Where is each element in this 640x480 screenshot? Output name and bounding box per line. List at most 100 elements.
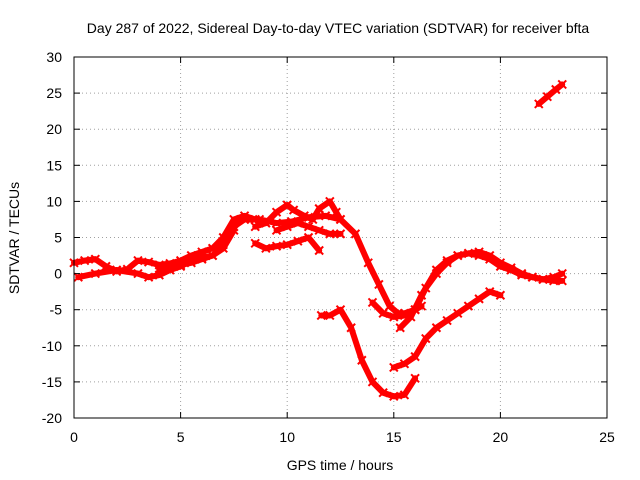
data-point: [557, 79, 567, 90]
data-point: [442, 315, 452, 326]
data-point: [154, 265, 164, 275]
data-point: [453, 308, 463, 319]
data-point: [495, 261, 506, 272]
data-point: [143, 257, 154, 267]
data-point: [325, 229, 335, 239]
data-point: [399, 390, 410, 400]
x-tick-label: 25: [599, 429, 615, 445]
data-point: [303, 212, 314, 222]
grid: [74, 57, 607, 418]
plot-frame: [73, 56, 608, 419]
data-point: [143, 272, 154, 282]
data-point: [406, 312, 416, 322]
data-point: [557, 276, 567, 286]
axis-ticks: 0 5 10 15 20 25 -20 -15 -10 -5 0 5 10 15 20 25 30: [42, 49, 615, 445]
y-tick-label: -15: [42, 374, 62, 390]
data-point: [293, 236, 303, 246]
x-tick-label: 20: [493, 429, 509, 445]
x-axis-label: GPS time / hours: [287, 457, 394, 473]
data-point: [378, 388, 388, 398]
data-point: [431, 268, 442, 279]
data-point: [542, 92, 553, 102]
data-point: [399, 359, 410, 369]
series-arc-13: [534, 79, 567, 109]
data-point: [548, 272, 559, 282]
y-tick-label: 30: [46, 49, 62, 65]
data-point: [293, 218, 303, 228]
data-point: [389, 362, 399, 373]
data-point: [538, 274, 548, 285]
data-point: [229, 225, 239, 235]
data-point: [517, 270, 527, 280]
data-point: [207, 250, 218, 261]
y-tick-label: 20: [46, 121, 62, 137]
data-point: [133, 268, 143, 279]
y-tick-label: 0: [54, 266, 62, 282]
data-point: [410, 304, 420, 315]
data-point: [335, 304, 346, 315]
data-point: [527, 272, 538, 282]
data-point: [421, 283, 431, 293]
data-point: [133, 255, 143, 266]
data-point: [410, 373, 420, 383]
data-point: [325, 310, 335, 321]
data-point: [197, 254, 207, 264]
data-point: [378, 308, 388, 319]
data-point: [314, 203, 324, 214]
y-tick-label: -10: [42, 338, 62, 354]
data-point: [271, 241, 282, 251]
data-point: [506, 265, 516, 275]
data-point: [320, 211, 331, 221]
y-tick-label: 5: [54, 230, 62, 246]
data-point: [335, 229, 346, 239]
data-point: [346, 323, 356, 333]
data-point: [288, 205, 299, 215]
y-tick-label: 25: [46, 85, 62, 101]
data-point: [325, 196, 335, 207]
data-point: [90, 254, 101, 264]
series-arc-11: [410, 248, 567, 315]
data-point: [111, 265, 122, 275]
data-point: [218, 243, 228, 254]
data-point: [314, 245, 324, 256]
data-point: [90, 268, 101, 279]
x-tick-label: 0: [70, 429, 78, 445]
data-point: [431, 323, 442, 333]
data-point: [314, 225, 324, 235]
data-point: [303, 221, 314, 232]
x-tick-label: 5: [177, 429, 185, 445]
y-tick-label: -20: [42, 410, 62, 426]
data-point: [261, 243, 271, 254]
y-tick-label: 15: [46, 157, 62, 173]
data-point: [303, 232, 314, 243]
series-line: [390, 288, 504, 371]
data-point: [271, 218, 282, 228]
data-point: [363, 258, 373, 268]
data-point: [421, 333, 431, 344]
data-point: [485, 286, 495, 297]
data-point: [410, 351, 420, 362]
data-point: [485, 254, 495, 264]
data-point: [175, 260, 186, 270]
data-point: [453, 250, 463, 261]
data-point: [271, 207, 282, 217]
y-tick-label: -5: [50, 302, 63, 318]
data-point: [73, 272, 83, 282]
series-line: [241, 212, 419, 317]
series-arc-5: [239, 211, 420, 319]
x-tick-label: 10: [279, 429, 295, 445]
data-series: [69, 79, 567, 402]
data-point: [463, 301, 474, 311]
data-point: [389, 312, 399, 322]
data-point: [239, 214, 250, 225]
data-point: [474, 250, 484, 261]
data-point: [165, 263, 175, 273]
data-point: [282, 240, 292, 250]
data-point: [557, 268, 567, 279]
series-arc-7: [250, 232, 324, 256]
data-point: [474, 294, 484, 304]
data-point: [367, 377, 378, 387]
data-point: [250, 221, 260, 232]
series-arc-12: [389, 286, 506, 373]
